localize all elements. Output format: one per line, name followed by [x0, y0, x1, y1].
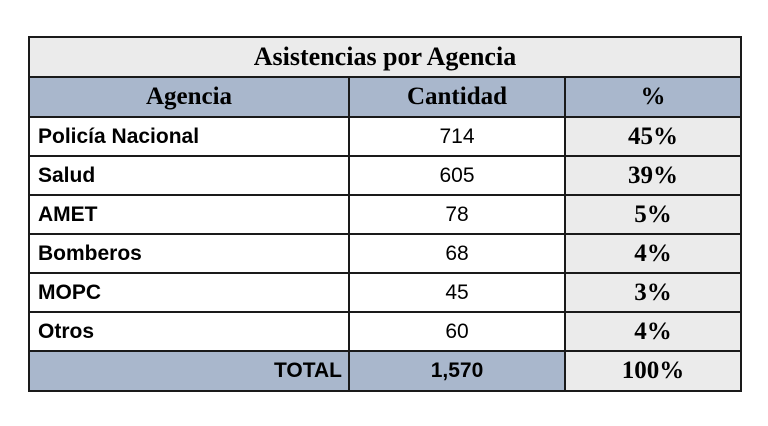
table-row: Salud 605 39% [28, 155, 742, 196]
agency-percent: 4% [564, 233, 742, 274]
table-row: Policía Nacional 714 45% [28, 116, 742, 157]
table-row: MOPC 45 3% [28, 272, 742, 313]
table-title: Asistencias por Agencia [28, 36, 742, 78]
agency-percent: 39% [564, 155, 742, 196]
table-row: Bomberos 68 4% [28, 233, 742, 274]
agency-count: 60 [348, 311, 566, 352]
assistance-table: Asistencias por Agencia Agencia Cantidad… [28, 36, 742, 392]
agency-name: Otros [28, 311, 350, 352]
column-header-percent: % [564, 76, 742, 118]
agency-count: 45 [348, 272, 566, 313]
table-row: AMET 78 5% [28, 194, 742, 235]
total-row: TOTAL 1,570 100% [28, 350, 742, 392]
agency-percent: 5% [564, 194, 742, 235]
agency-count: 714 [348, 116, 566, 157]
agency-count: 68 [348, 233, 566, 274]
agency-name: Bomberos [28, 233, 350, 274]
total-percent: 100% [564, 350, 742, 392]
total-count: 1,570 [348, 350, 566, 392]
agency-name: AMET [28, 194, 350, 235]
agency-name: Policía Nacional [28, 116, 350, 157]
agency-percent: 45% [564, 116, 742, 157]
agency-name: Salud [28, 155, 350, 196]
column-header-cantidad: Cantidad [348, 76, 566, 118]
column-header-agencia: Agencia [28, 76, 350, 118]
agency-percent: 4% [564, 311, 742, 352]
table-row: Otros 60 4% [28, 311, 742, 352]
agency-name: MOPC [28, 272, 350, 313]
agency-count: 605 [348, 155, 566, 196]
total-label: TOTAL [28, 350, 350, 392]
agency-count: 78 [348, 194, 566, 235]
agency-percent: 3% [564, 272, 742, 313]
